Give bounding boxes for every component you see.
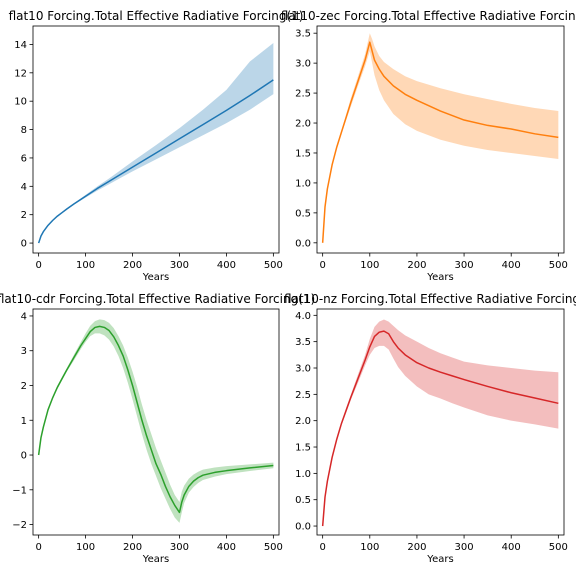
x-axis-label: Years — [426, 272, 453, 283]
x-tick-label: 0 — [35, 260, 41, 271]
y-tick-label: 0.0 — [295, 522, 311, 533]
y-tick-label: 1.0 — [295, 178, 311, 189]
x-tick-label: 0 — [35, 542, 41, 553]
y-tick-label: 0.0 — [295, 238, 311, 249]
chart-title: flat10-zec Forcing.Total Effective Radia… — [281, 9, 576, 23]
x-tick-label: 500 — [264, 542, 283, 553]
chart-panel-1: 0 100 200 300 400 500 0 2 4 6 8 10 12 14 Years flat10 F… — [9, 9, 304, 283]
y-tick-label: 3 — [21, 346, 27, 357]
axes-frame — [316, 308, 565, 536]
x-tick-label: 400 — [502, 542, 521, 553]
y-tick-label: 4.0 — [295, 311, 311, 322]
x-tick-label: 200 — [123, 260, 142, 271]
x-tick-label: 500 — [549, 542, 568, 553]
y-tick-label: 4 — [21, 182, 27, 193]
y-tick-label: 0 — [21, 239, 27, 250]
series-line — [37, 325, 274, 514]
y-tick-label: 1 — [21, 416, 27, 427]
x-tick-label: 400 — [217, 260, 236, 271]
axes-frame — [32, 308, 280, 536]
plot-area — [37, 319, 274, 523]
plot-area — [321, 33, 559, 243]
x-tick-label: 400 — [217, 542, 236, 553]
y-tick-label: 2 — [21, 381, 27, 392]
series-line — [37, 79, 274, 244]
y-tick-label: 3.5 — [295, 337, 311, 348]
chart-panel-2: 0 100 200 300 400 500 0.0 0.5 1.0 1.5 2.0 2.5 3.0 3.5… — [281, 9, 576, 283]
x-tick-label: 0 — [319, 542, 325, 553]
chart-title: flat10-nz Forcing.Total Effective Radiat… — [284, 292, 576, 306]
y-tick-label: 0.5 — [295, 208, 311, 219]
uncertainty-band — [38, 43, 274, 244]
y-tick-label: 1.0 — [295, 469, 311, 480]
y-tick-label: 14 — [14, 40, 27, 51]
y-tick-label: 2.0 — [295, 416, 311, 427]
plot-area — [37, 43, 274, 244]
uncertainty-band — [322, 33, 559, 243]
y-tick-label: 12 — [14, 68, 27, 79]
y-tick-label: 0 — [21, 451, 27, 462]
chart-title: flat10 Forcing.Total Effective Radiative… — [9, 9, 304, 23]
x-tick-label: 300 — [170, 260, 189, 271]
x-tick-label: 100 — [76, 260, 95, 271]
y-tick-label: −1 — [12, 485, 27, 496]
x-tick-label: 300 — [170, 542, 189, 553]
x-tick-label: 400 — [502, 260, 521, 271]
x-tick-label: 200 — [123, 542, 142, 553]
chart-title: flat10-cdr Forcing.Total Effective Radia… — [0, 292, 315, 306]
x-tick-label: 0 — [319, 260, 325, 271]
axes-frame — [32, 25, 280, 254]
y-tick-label: −2 — [12, 520, 27, 531]
series-line — [321, 330, 559, 527]
x-tick-label: 100 — [360, 542, 379, 553]
y-tick-label: 2 — [21, 210, 27, 221]
x-tick-label: 300 — [455, 260, 474, 271]
y-tick-label: 3.0 — [295, 59, 311, 70]
x-tick-label: 100 — [76, 542, 95, 553]
x-axis-label: Years — [142, 272, 169, 283]
series-line — [321, 41, 559, 243]
y-tick-label: 3.5 — [295, 29, 311, 40]
x-tick-label: 500 — [264, 260, 283, 271]
y-tick-label: 2.5 — [295, 89, 311, 100]
y-tick-label: 0.5 — [295, 495, 311, 506]
x-axis-label: Years — [142, 554, 169, 565]
y-tick-label: 4 — [21, 311, 27, 322]
axes-frame — [316, 25, 565, 254]
y-tick-label: 3.0 — [295, 364, 311, 375]
x-tick-label: 200 — [407, 542, 426, 553]
chart-panel-3: 0 100 200 300 400 500 −2 −1 0 1 2 3 4 Years flat10-cdr… — [0, 292, 315, 565]
y-tick-label: 1.5 — [295, 148, 311, 159]
x-tick-label: 100 — [360, 260, 379, 271]
y-tick-label: 2.5 — [295, 390, 311, 401]
chart-panel-4: 0 100 200 300 400 500 0.0 0.5 1.0 1.5 2.0 2.5 3.0 3.5… — [284, 292, 576, 565]
x-axis-label: Years — [426, 554, 453, 565]
y-tick-label: 8 — [21, 125, 27, 136]
y-tick-label: 2.0 — [295, 119, 311, 130]
x-tick-label: 300 — [455, 542, 474, 553]
uncertainty-band — [322, 319, 559, 527]
y-tick-label: 1.5 — [295, 443, 311, 454]
y-tick-label: 6 — [21, 153, 27, 164]
x-tick-label: 500 — [549, 260, 568, 271]
x-tick-label: 200 — [407, 260, 426, 271]
plot-area — [321, 319, 559, 527]
y-tick-label: 10 — [14, 97, 27, 108]
